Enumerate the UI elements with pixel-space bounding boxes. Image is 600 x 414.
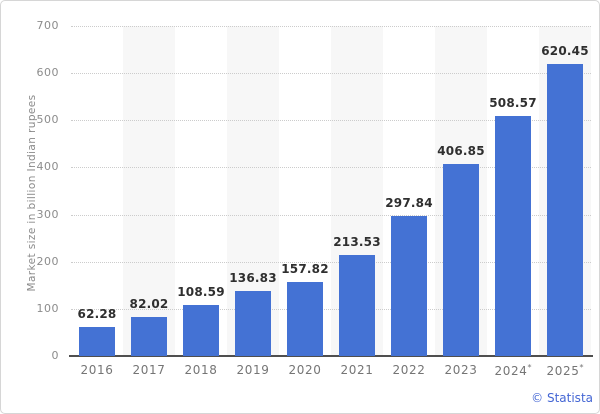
x-category-label: 2025*	[546, 363, 584, 378]
x-category-label: 2024*	[494, 363, 532, 378]
gridline-400	[71, 167, 591, 169]
y-tick-label: 100	[36, 301, 59, 315]
x-axis-line	[69, 355, 593, 357]
x-category-label: 2021	[340, 363, 374, 377]
bar-value-label: 108.59	[177, 285, 225, 299]
bar-value-label: 297.84	[385, 196, 433, 210]
gridline-300	[71, 214, 591, 216]
gridline-500	[71, 120, 591, 122]
y-tick-label: 200	[36, 254, 59, 268]
y-tick-label: 500	[36, 113, 59, 127]
forecast-asterisk: *	[527, 363, 532, 372]
y-tick-label: 0	[51, 349, 59, 362]
bar-value-label: 213.53	[333, 235, 381, 249]
x-category-label: 2020	[288, 363, 322, 377]
bar-value-label: 82.02	[129, 297, 169, 311]
gridline-600	[71, 73, 591, 75]
bar[interactable]	[495, 116, 531, 356]
gridline-700	[71, 26, 591, 27]
column-stripe	[123, 26, 175, 356]
y-axis-title: Market size in billion Indian rupees	[26, 94, 38, 292]
x-category-label: 2017	[132, 363, 166, 377]
bar[interactable]	[287, 282, 323, 356]
bar[interactable]	[183, 305, 219, 356]
bar-value-label: 136.83	[229, 271, 277, 285]
x-category-label: 2018	[184, 363, 218, 377]
y-tick-label: 400	[36, 160, 59, 174]
gridline-200	[71, 261, 591, 263]
bar[interactable]	[443, 164, 479, 356]
bar[interactable]	[235, 291, 271, 356]
bar-value-label: 62.28	[77, 307, 117, 321]
bar[interactable]	[391, 216, 427, 356]
bar[interactable]	[79, 327, 115, 356]
y-tick-label: 300	[36, 207, 59, 221]
x-category-label: 2019	[236, 363, 270, 377]
y-tick-label: 700	[36, 19, 59, 32]
y-tick-label: 600	[36, 66, 59, 80]
bar[interactable]	[547, 64, 583, 356]
x-category-label: 2023	[444, 363, 478, 377]
bar-value-label: 508.57	[489, 96, 537, 110]
gridline-100	[71, 308, 591, 310]
forecast-asterisk: *	[579, 363, 584, 372]
statista-credit-link[interactable]: © Statista	[531, 391, 593, 405]
x-category-label: 2022	[392, 363, 426, 377]
bar-value-label: 620.45	[541, 44, 589, 58]
x-category-label: 2016	[80, 363, 114, 377]
bar[interactable]	[339, 255, 375, 356]
bar-value-label: 157.82	[281, 262, 329, 276]
bar[interactable]	[131, 317, 167, 356]
bar-value-label: 406.85	[437, 144, 485, 158]
